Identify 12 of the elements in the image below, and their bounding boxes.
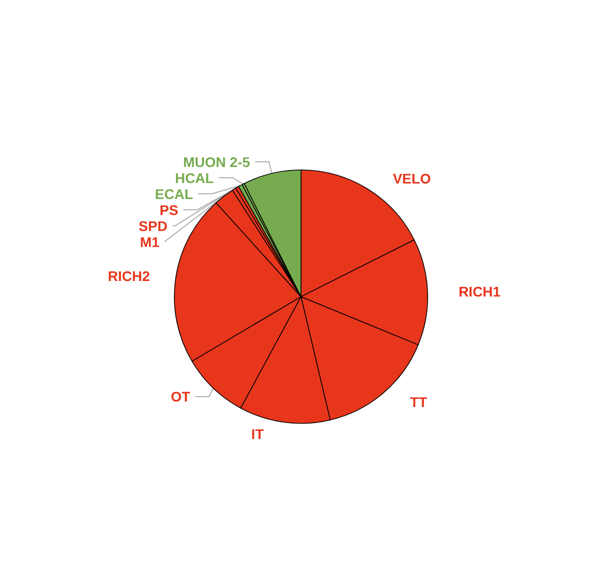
slice-label: SPD [138,218,168,234]
slice-label: TT [410,394,428,410]
slice-label: HCAL [174,170,214,186]
slice-label: M1 [140,234,160,250]
slice-label: IT [251,426,264,442]
slice-label: RICH2 [108,268,150,284]
slice-label: RICH1 [458,283,501,300]
slice-label: PS [160,202,178,218]
slice-label: ECAL [154,186,194,202]
slice-label: OT [170,388,191,405]
slice-label: VELO [392,170,432,187]
slice-label: MUON 2-5 [183,154,250,170]
